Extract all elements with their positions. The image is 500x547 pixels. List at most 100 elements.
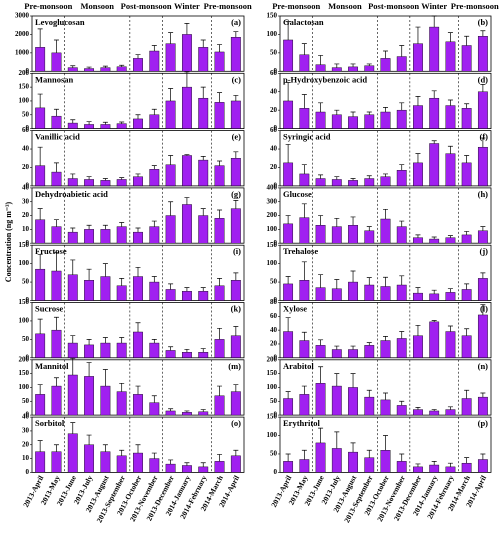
bar [35,394,46,416]
error-bar [301,43,307,55]
bar [429,321,440,359]
bar [315,287,326,301]
bar [348,387,358,416]
bar [413,409,423,416]
bar [445,466,456,473]
bar [299,108,310,129]
error-bar [480,84,486,92]
error-bar [447,288,453,293]
bar [396,461,407,473]
bar [445,292,456,301]
error-bar [102,224,108,230]
error-bar [431,409,437,411]
bar [413,292,423,301]
bar [181,291,192,301]
error-bar [334,431,340,449]
error-bar [447,32,453,42]
bar [230,391,241,416]
error-bar [233,199,239,209]
bar [283,331,294,359]
error-bar [480,304,486,315]
error-bar [70,358,76,376]
bar [116,66,127,72]
bar [477,146,488,187]
season-label: Monsoon [328,1,362,11]
error-bar [135,385,141,395]
bar [283,162,294,187]
error-bar [70,173,76,179]
bar [315,178,326,187]
panel-label: (p) [478,418,489,428]
bar [67,67,78,72]
y-tick-label: 0 [26,239,30,247]
error-bar [168,346,174,351]
error-bar [53,377,59,387]
error-bar [151,165,157,170]
bar [283,398,294,416]
y-tick-label: 400 [267,184,278,192]
error-bar [431,90,437,99]
error-bar [366,175,372,179]
y-tick-label: 50 [270,397,278,405]
error-bar [464,155,470,163]
panel-label: (g) [231,189,241,199]
error-bar [135,114,141,119]
error-bar [431,320,437,322]
y-tick-label: 100 [267,259,278,267]
error-bar [447,325,453,332]
bar [181,412,192,416]
error-bar [431,15,437,28]
bar [149,281,160,301]
error-bar [233,272,239,281]
error-bar [318,55,324,65]
y-tick-label: 0 [274,182,278,190]
error-bar [285,391,291,399]
bar [84,344,95,359]
bar [181,204,192,244]
panel-label: (a) [231,17,241,27]
bar [331,288,342,301]
y-tick-label: 200 [19,355,30,363]
error-bar [318,339,324,346]
bar [133,331,143,359]
panel-title: Syringic acid [283,132,331,142]
season-label: Pre-monsoon [272,1,320,11]
panel-title: Mannosan [35,74,74,84]
error-bar [480,137,486,148]
bar [116,179,127,187]
error-bar [480,30,486,37]
y-tick-label: 0 [26,353,30,361]
bar [67,122,78,129]
y-tick-label: 10 [22,454,30,462]
error-bar [217,454,223,462]
y-tick-label: 150 [267,413,278,421]
bar [198,411,209,416]
error-bar [399,164,405,171]
y-tick-label: 150 [267,369,278,377]
bar [299,394,310,416]
y-tick-label: 100 [267,225,278,233]
panel-title: Levoglucosan [35,17,85,27]
y-tick-label: 100 [267,431,278,439]
y-tick-label: 0 [26,296,30,304]
error-bar [301,203,307,218]
error-bar [168,201,174,216]
error-bar [334,373,340,387]
error-bar [350,63,356,67]
panel-label: (n) [478,361,489,371]
y-tick-label: 20 [22,440,30,448]
panel-title: Galactosan [283,17,324,27]
error-bar [383,107,388,113]
y-tick-label: 50 [270,450,278,458]
error-bar [135,266,141,277]
bar [348,225,358,244]
error-bar [119,121,125,124]
error-bar [53,316,59,331]
bar [315,64,326,72]
error-bar [415,95,421,106]
y-tick-label: 150 [267,241,278,249]
error-bar [301,164,307,174]
panel-label: (o) [231,418,241,428]
error-bar [399,102,405,111]
y-tick-label: 0 [274,124,278,132]
